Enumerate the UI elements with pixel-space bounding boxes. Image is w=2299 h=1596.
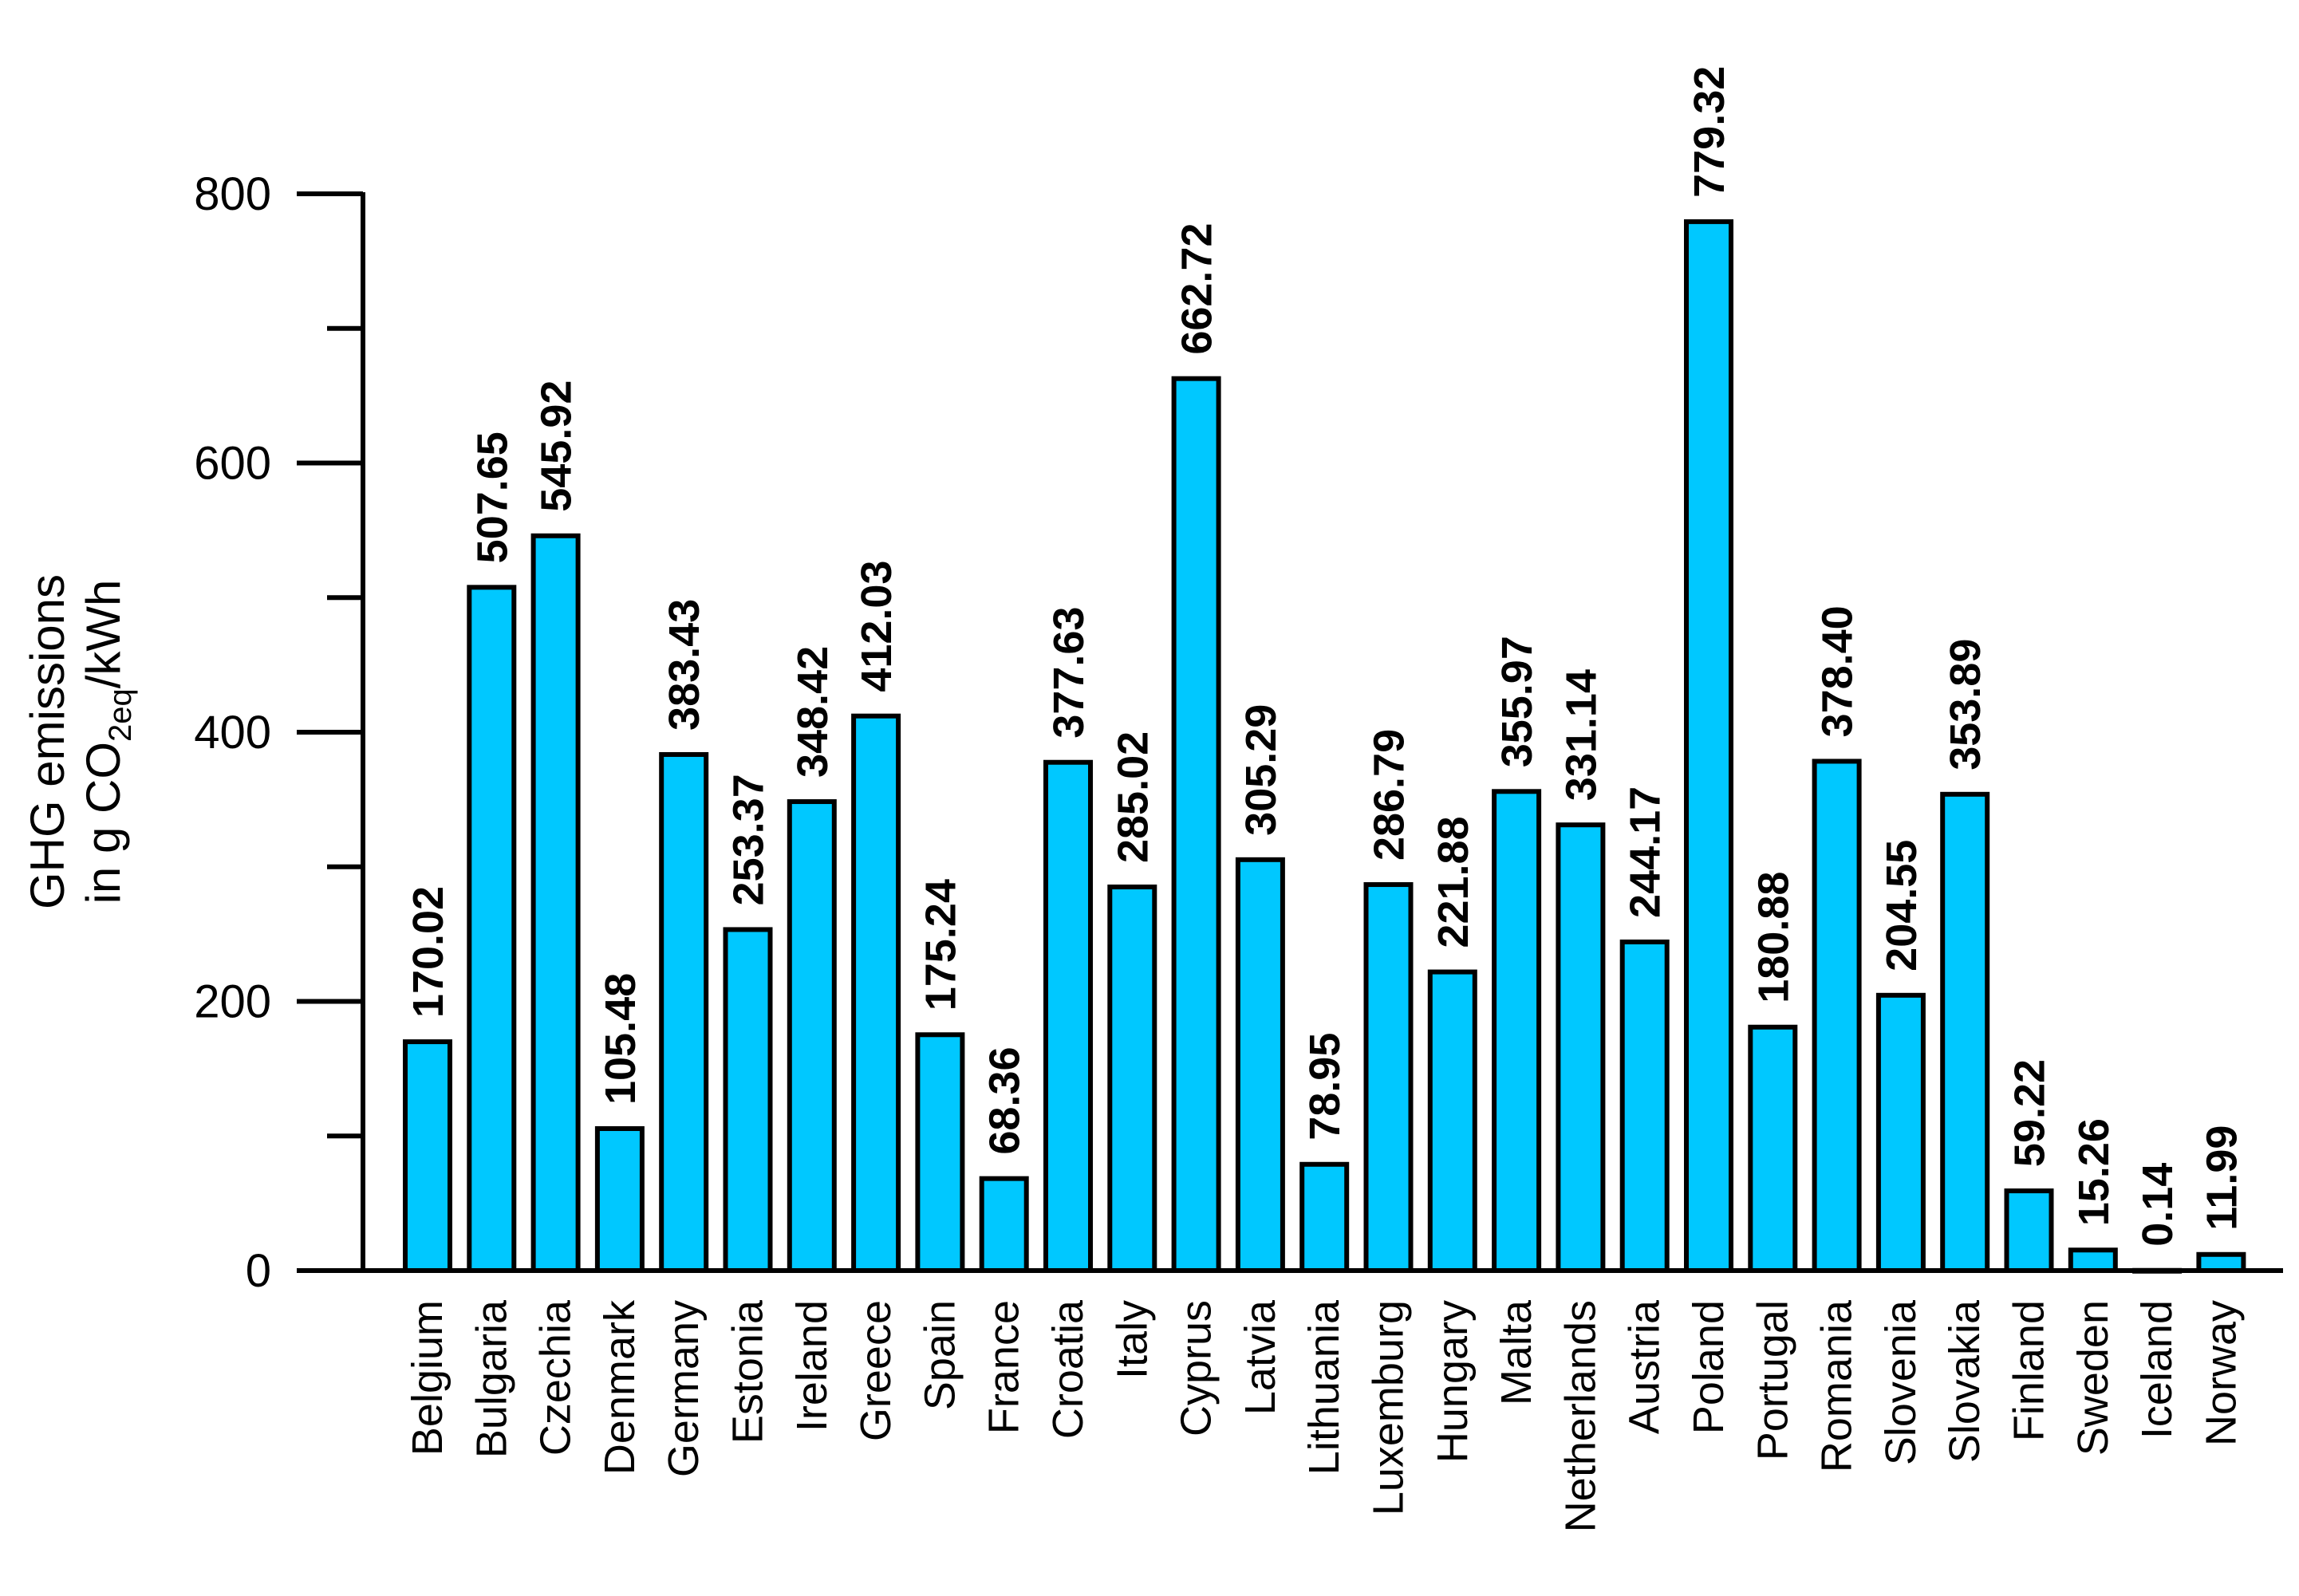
bar-czechia <box>530 533 581 1273</box>
category-label: Portugal <box>1749 1300 1796 1460</box>
category-label: Ireland <box>788 1300 836 1432</box>
bar-netherlands <box>1556 822 1606 1274</box>
y-axis-label-line2: in g CO2eq/kWh <box>77 580 138 904</box>
value-label: 412.03 <box>853 561 901 692</box>
category-label: Slovenia <box>1877 1299 1925 1465</box>
value-label: 353.89 <box>1942 639 1989 770</box>
bar-slovakia <box>1940 791 1990 1273</box>
value-label: 105.48 <box>597 973 645 1105</box>
category-label: Slovakia <box>1941 1299 1989 1463</box>
bar-estonia <box>723 927 773 1273</box>
bar-belgium <box>403 1039 452 1274</box>
bar-france <box>979 1176 1029 1273</box>
value-label: 662.72 <box>1173 223 1221 354</box>
value-label: 545.92 <box>533 380 581 512</box>
category-label: Sweden <box>2069 1300 2117 1456</box>
value-label: 180.88 <box>1749 872 1797 1003</box>
value-label: 348.42 <box>789 646 837 778</box>
y-tick-label: 400 <box>194 707 271 759</box>
y-axis-label-subscript: 2eq <box>103 688 138 742</box>
category-label: Cyprus <box>1173 1300 1220 1436</box>
category-label: Romania <box>1813 1299 1861 1472</box>
bar-finland <box>2004 1188 2054 1274</box>
value-label: 305.29 <box>1237 704 1285 836</box>
category-label: Spain <box>916 1300 964 1410</box>
value-label: 377.63 <box>1045 607 1093 739</box>
category-label: Austria <box>1621 1299 1669 1434</box>
category-label: Belgium <box>404 1300 452 1456</box>
category-label: Bulgaria <box>467 1299 515 1458</box>
bar-italy <box>1107 885 1157 1274</box>
category-label: Norway <box>2197 1300 2245 1446</box>
category-label: Hungary <box>1429 1300 1477 1463</box>
bar-portugal <box>1748 1024 1798 1273</box>
category-label: Greece <box>852 1300 900 1441</box>
value-label: 285.02 <box>1109 731 1157 863</box>
category-label: Latvia <box>1236 1299 1284 1415</box>
value-label: 68.36 <box>981 1047 1029 1155</box>
y-axis-label-prefix: in g CO <box>77 742 130 904</box>
bar-denmark <box>594 1126 645 1273</box>
value-label: 779.32 <box>1686 66 1733 198</box>
y-tick-label: 800 <box>194 168 271 220</box>
category-label: Iceland <box>2133 1300 2181 1439</box>
y-tick-label: 0 <box>246 1245 271 1297</box>
bar-romania <box>1812 759 1862 1273</box>
category-label: Luxemburg <box>1365 1300 1413 1515</box>
category-label: France <box>980 1300 1028 1434</box>
value-label: 507.65 <box>468 432 516 563</box>
y-tick-label: 200 <box>194 976 271 1028</box>
bar-luxemburg <box>1363 882 1414 1273</box>
value-label: 286.79 <box>1366 729 1414 861</box>
y-axis-label-line1: GHG emissions <box>21 574 74 909</box>
value-label: 204.55 <box>1878 840 1926 971</box>
bar-sweden <box>2068 1247 2118 1274</box>
category-label: Croatia <box>1044 1299 1092 1439</box>
value-label: 331.14 <box>1557 669 1605 801</box>
bar-greece <box>851 713 901 1273</box>
category-label: Italy <box>1108 1300 1156 1379</box>
category-label: Denmark <box>596 1299 644 1475</box>
category-label: Malta <box>1493 1299 1540 1405</box>
value-label: 78.95 <box>1301 1033 1349 1141</box>
value-label: 15.26 <box>2070 1118 2118 1226</box>
value-label: 170.02 <box>404 886 452 1018</box>
value-label: 221.88 <box>1429 816 1477 948</box>
category-label: Estonia <box>724 1299 772 1444</box>
bar-croatia <box>1043 759 1093 1273</box>
bar-bulgaria <box>467 585 517 1273</box>
bar-germany <box>659 751 709 1273</box>
value-label: 355.97 <box>1493 636 1541 767</box>
value-label: 253.37 <box>725 774 773 905</box>
category-label: Germany <box>660 1300 708 1477</box>
bar-norway <box>2196 1251 2246 1273</box>
category-label: Finland <box>2005 1300 2053 1441</box>
bar-malta <box>1492 789 1542 1273</box>
category-label: Lithuania <box>1300 1299 1348 1475</box>
bar-hungary <box>1427 969 1477 1273</box>
y-tick-label: 600 <box>194 438 271 490</box>
category-label: Czechia <box>532 1299 580 1456</box>
bar-slovenia <box>1875 992 1926 1274</box>
bar-lithuania <box>1299 1161 1350 1273</box>
labels: 0 200 400 600 800 170.02 Belgium 507.65 Bulgaria… <box>194 66 2246 1532</box>
bar-poland <box>1684 219 1733 1274</box>
bar-ireland <box>787 799 837 1273</box>
bar-cyprus <box>1171 376 1221 1273</box>
bars <box>403 219 2246 1274</box>
value-label: 383.43 <box>661 599 708 731</box>
bar-austria <box>1619 939 1670 1273</box>
value-label: 244.17 <box>1622 786 1670 918</box>
value-label: 0.14 <box>2134 1163 2182 1247</box>
value-label: 175.24 <box>917 879 964 1011</box>
y-axis-label-suffix: /kWh <box>77 580 130 689</box>
value-label: 378.40 <box>1814 605 1862 737</box>
value-label: 11.99 <box>2198 1125 2246 1231</box>
value-label: 59.22 <box>2006 1059 2054 1167</box>
bar-spain <box>915 1032 965 1273</box>
bar-latvia <box>1235 857 1285 1273</box>
category-label: Poland <box>1685 1300 1733 1434</box>
category-label: Netherlands <box>1556 1300 1604 1532</box>
